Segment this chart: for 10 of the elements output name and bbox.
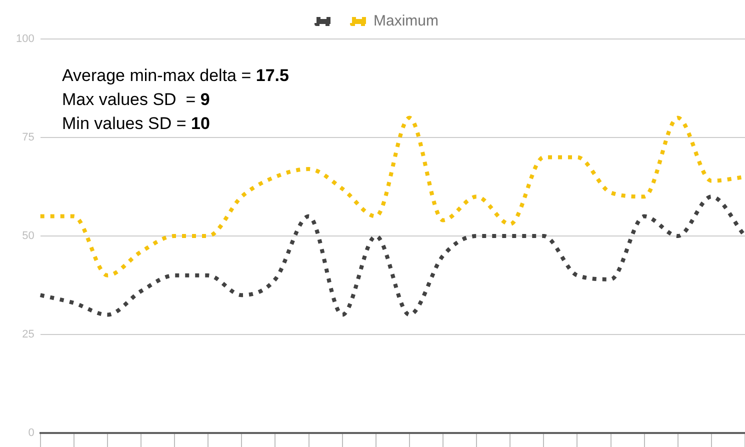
legend-label: Maximum <box>374 12 439 30</box>
y-tick-label: 50 <box>22 230 34 242</box>
y-tick-label: 25 <box>22 328 34 341</box>
line-series <box>38 194 745 317</box>
annotation: Max values SD = 9 <box>62 89 211 111</box>
annotation: Min values SD = 10 <box>62 113 211 135</box>
y-tick-label: 75 <box>22 132 34 144</box>
y-tick-label: 0 <box>28 427 34 440</box>
y-tick-label: 100 <box>16 33 34 46</box>
annotation: Average min-max delta = 17.5 <box>62 65 289 87</box>
